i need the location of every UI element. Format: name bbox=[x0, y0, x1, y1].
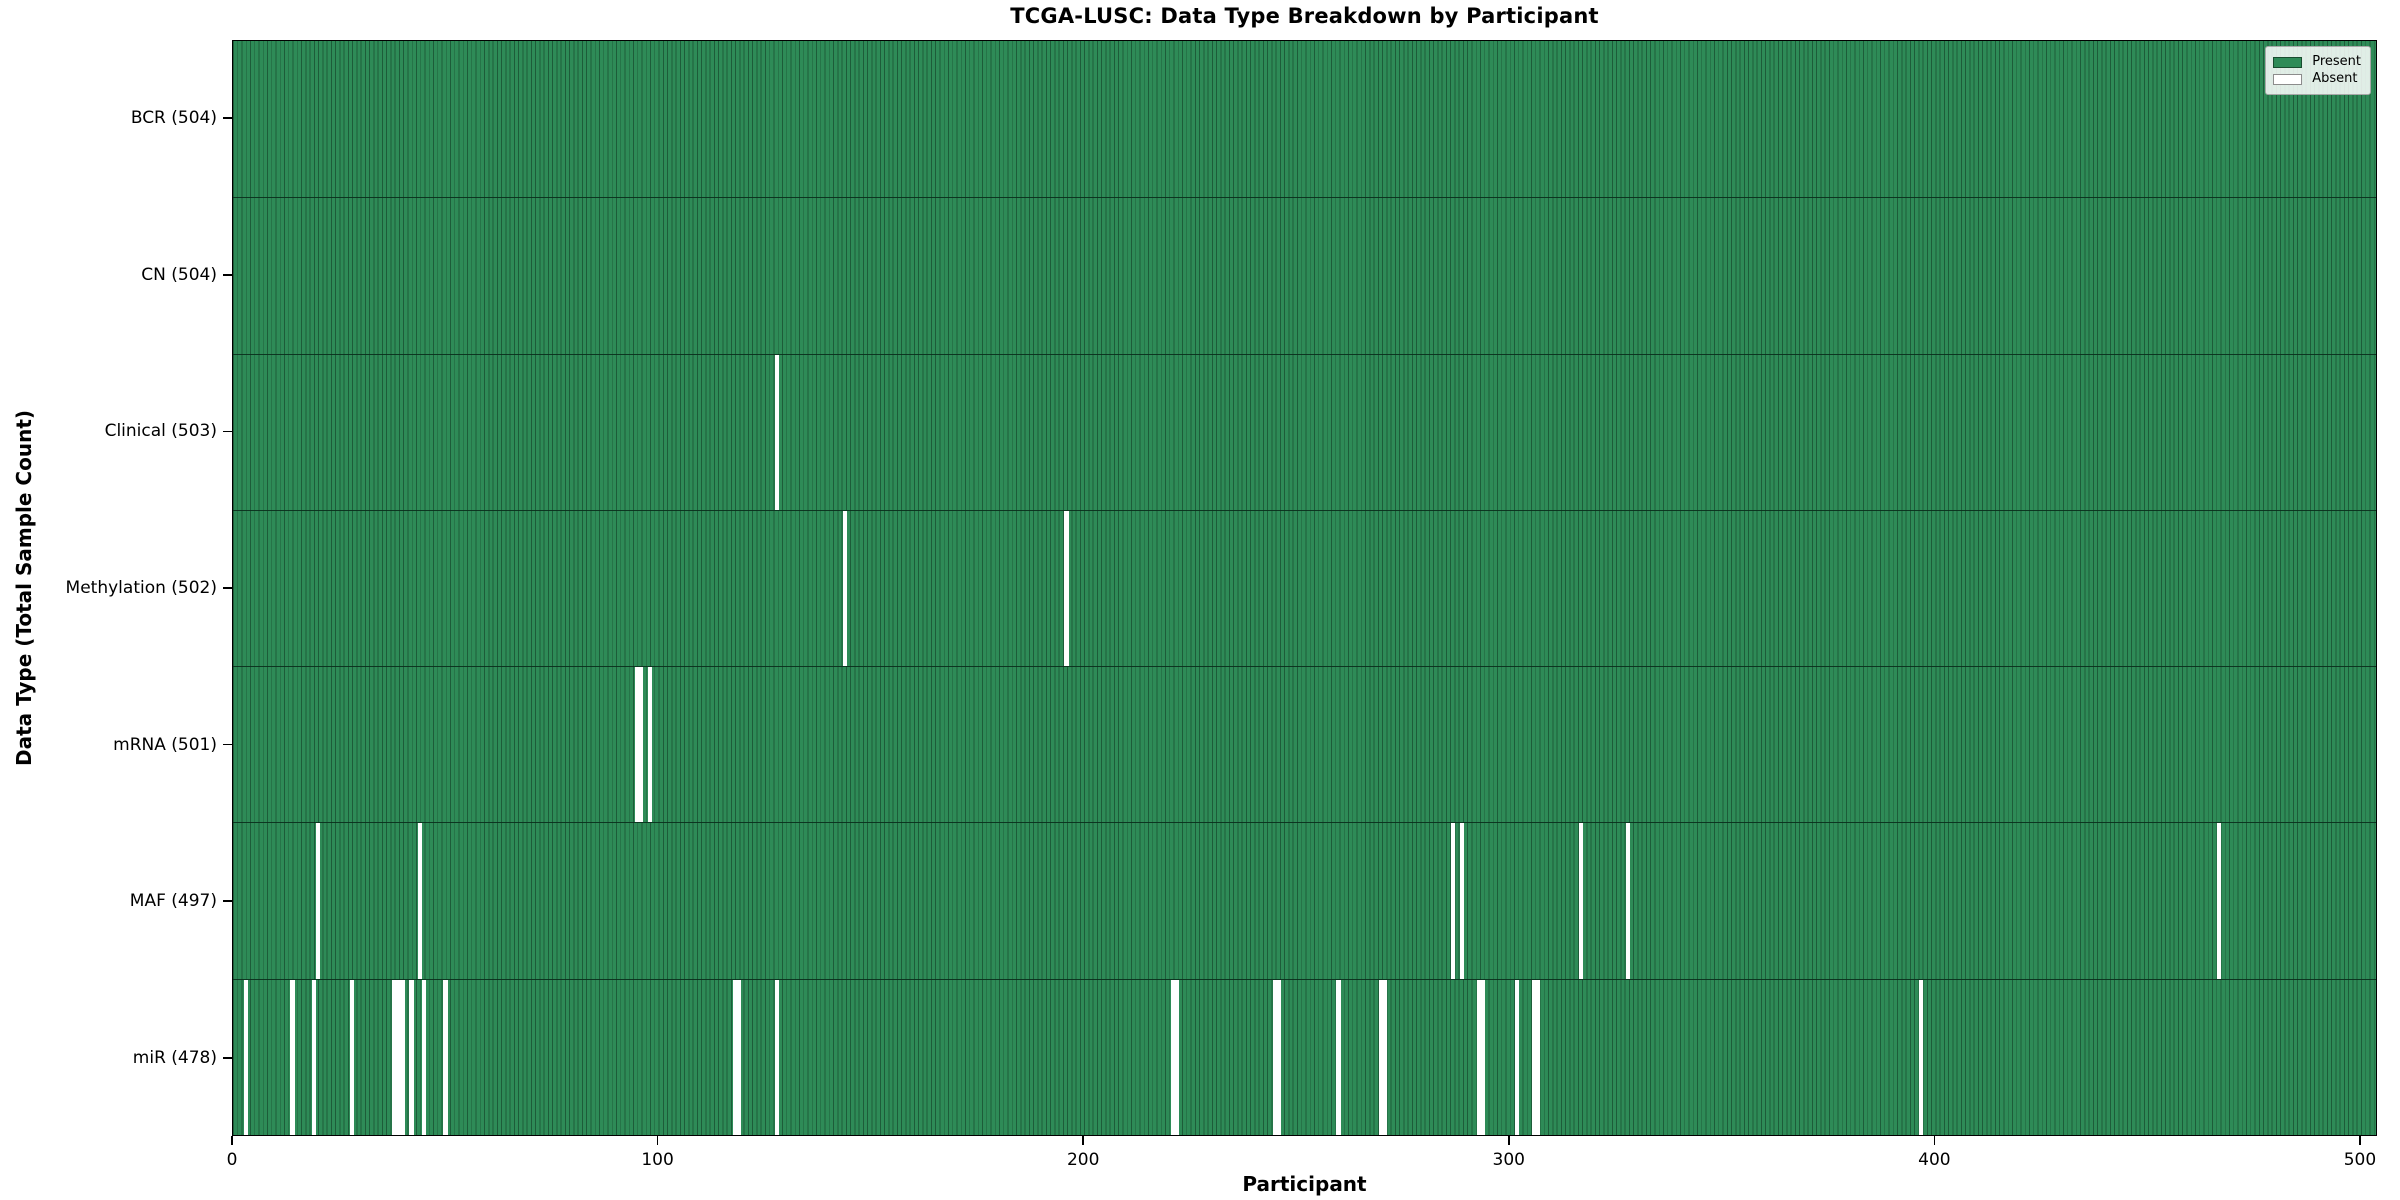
absent-bar bbox=[1531, 979, 1537, 1135]
absent-bar bbox=[775, 354, 780, 510]
legend: Present Absent bbox=[2265, 46, 2371, 95]
absent-bar bbox=[1918, 979, 1924, 1135]
absent-bar bbox=[639, 667, 644, 823]
row-band-bcr bbox=[233, 41, 2376, 198]
absent-bar bbox=[2216, 823, 2221, 979]
row-band-cn bbox=[233, 197, 2376, 354]
y-tick-label-mir: miR (478) bbox=[132, 1047, 217, 1068]
absent-bar bbox=[409, 979, 414, 1135]
absent-bar bbox=[1378, 979, 1384, 1135]
x-tick bbox=[656, 1136, 659, 1145]
absent-bar bbox=[400, 979, 406, 1135]
absent-bar bbox=[1514, 979, 1520, 1135]
chart-title: TCGA-LUSC: Data Type Breakdown by Partic… bbox=[1010, 4, 1599, 28]
x-tick bbox=[1933, 1136, 1936, 1145]
x-tick bbox=[231, 1136, 233, 1145]
present-swatch-icon bbox=[2273, 56, 2303, 68]
y-tick-label-maf: MAF (497) bbox=[129, 891, 217, 912]
absent-bar bbox=[634, 667, 640, 823]
x-tick-label: 0 bbox=[226, 1150, 238, 1170]
absent-bar bbox=[736, 979, 742, 1135]
absent-bar bbox=[1625, 823, 1630, 979]
x-tick-label: 100 bbox=[641, 1150, 674, 1170]
y-tick-label-cn: CN (504) bbox=[141, 264, 217, 285]
x-tick bbox=[1507, 1136, 1510, 1145]
y-tick-label-methylation: Methylation (502) bbox=[65, 578, 217, 598]
absent-bar bbox=[1536, 979, 1541, 1135]
plot-area: Present Absent bbox=[232, 40, 2377, 1136]
legend-entry-present: Present bbox=[2273, 55, 2361, 69]
y-tick bbox=[223, 900, 232, 902]
absent-bar bbox=[417, 823, 423, 979]
legend-entry-absent: Absent bbox=[2273, 72, 2361, 86]
absent-bar bbox=[1578, 823, 1583, 979]
row-band-maf bbox=[233, 822, 2376, 979]
x-tick-label: 300 bbox=[1492, 1150, 1526, 1170]
absent-bar bbox=[1459, 823, 1464, 979]
absent-bar bbox=[392, 979, 397, 1135]
x-tick-label: 400 bbox=[1918, 1150, 1951, 1170]
absent-bar bbox=[732, 979, 737, 1135]
absent-bar bbox=[843, 510, 848, 667]
absent-bar bbox=[243, 979, 248, 1135]
row-band-mir bbox=[233, 978, 2376, 1135]
absent-bar bbox=[1451, 823, 1456, 979]
y-tick bbox=[223, 274, 232, 276]
absent-bar bbox=[1383, 979, 1388, 1135]
x-axis-label: Participant bbox=[1242, 1172, 1367, 1196]
absent-bar bbox=[775, 979, 780, 1135]
legend-label-present: Present bbox=[2312, 54, 2361, 69]
x-tick-label: 200 bbox=[1066, 1150, 1100, 1170]
absent-bar bbox=[1276, 979, 1282, 1135]
absent-bar bbox=[1272, 979, 1277, 1135]
absent-swatch-icon bbox=[2273, 73, 2303, 85]
y-tick-label-bcr: BCR (504) bbox=[130, 108, 217, 129]
x-tick-label: 500 bbox=[2343, 1150, 2377, 1170]
legend-label-absent: Absent bbox=[2312, 71, 2358, 86]
absent-bar bbox=[422, 979, 427, 1135]
row-band-methylation bbox=[233, 509, 2376, 667]
y-tick bbox=[223, 430, 232, 433]
absent-bar bbox=[1174, 979, 1180, 1135]
y-tick-label-mrna: mRNA (501) bbox=[113, 734, 217, 755]
absent-bar bbox=[315, 823, 321, 979]
y-tick bbox=[223, 743, 232, 746]
x-tick bbox=[2359, 1136, 2361, 1145]
absent-bar bbox=[396, 979, 401, 1135]
y-tick bbox=[223, 1056, 232, 1059]
x-tick bbox=[1082, 1136, 1084, 1145]
absent-bar bbox=[1476, 979, 1481, 1135]
absent-bar bbox=[349, 979, 355, 1135]
absent-bar bbox=[1064, 510, 1069, 667]
absent-bar bbox=[311, 979, 316, 1135]
y-tick-label-clinical: Clinical (503) bbox=[104, 421, 217, 442]
absent-bar bbox=[1480, 979, 1486, 1135]
row-band-clinical bbox=[233, 353, 2376, 510]
absent-bar bbox=[1336, 979, 1341, 1135]
absent-bar bbox=[290, 979, 295, 1135]
y-tick bbox=[223, 587, 232, 589]
absent-bar bbox=[443, 979, 448, 1135]
y-tick bbox=[223, 117, 232, 120]
absent-bar bbox=[647, 667, 652, 823]
row-band-mrna bbox=[233, 666, 2376, 823]
absent-bar bbox=[1170, 979, 1175, 1135]
